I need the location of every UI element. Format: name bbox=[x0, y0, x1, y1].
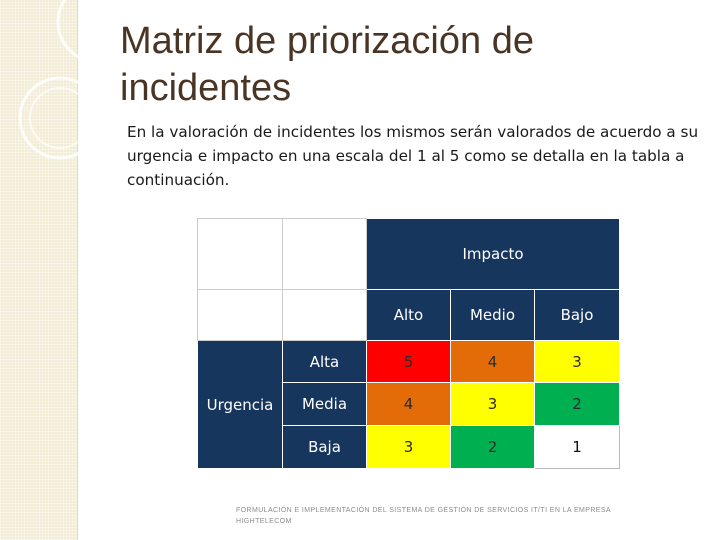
decorative-circles bbox=[18, 0, 140, 160]
footer-caption: FORMULACIÓN E IMPLEMENTACIÓN DEL SISTEMA… bbox=[236, 507, 611, 525]
empty-cell bbox=[197, 289, 283, 341]
intro-paragraph: En la valoración de incidentes los mismo… bbox=[127, 123, 699, 189]
priority-cell: 1 bbox=[534, 425, 620, 469]
empty-cell bbox=[282, 218, 367, 290]
priority-cell: 2 bbox=[450, 425, 535, 469]
priority-cell: 3 bbox=[534, 340, 620, 383]
priority-cell: 3 bbox=[450, 382, 535, 426]
impact-level-bajo: Bajo bbox=[534, 289, 620, 341]
impact-header: Impacto bbox=[366, 218, 620, 290]
urgency-level-alta: Alta bbox=[282, 340, 367, 383]
impact-level-medio: Medio bbox=[450, 289, 535, 341]
impact-level-alto: Alto bbox=[366, 289, 451, 341]
priority-cell: 2 bbox=[534, 382, 620, 426]
priority-matrix-table: Impacto Alto Medio Bajo Urgencia Alta 5 … bbox=[197, 218, 620, 469]
empty-cell bbox=[282, 289, 367, 341]
empty-cell bbox=[197, 218, 283, 290]
slide-title: Matriz de priorización de incidentes bbox=[120, 20, 534, 109]
decorative-side-strip bbox=[0, 0, 78, 540]
priority-cell: 3 bbox=[366, 425, 451, 469]
urgency-header: Urgencia bbox=[197, 340, 283, 469]
priority-cell: 5 bbox=[366, 340, 451, 383]
priority-cell: 4 bbox=[450, 340, 535, 383]
urgency-level-baja: Baja bbox=[282, 425, 367, 469]
priority-cell: 4 bbox=[366, 382, 451, 426]
urgency-level-media: Media bbox=[282, 382, 367, 426]
